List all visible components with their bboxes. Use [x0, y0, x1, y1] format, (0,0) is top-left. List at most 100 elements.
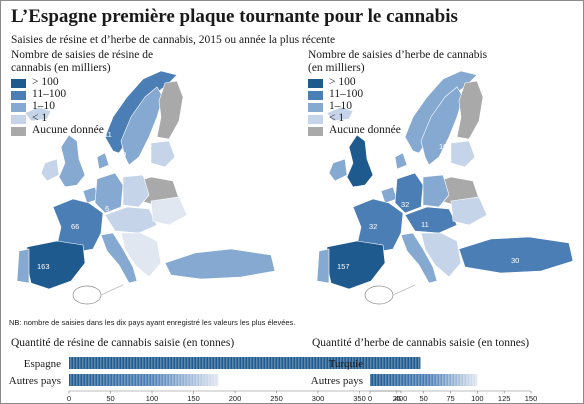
legend-swatch [308, 115, 323, 124]
ukraine-shape [450, 196, 488, 226]
x-tick-label: 0 [368, 394, 372, 403]
x-tick-label: 200 [229, 394, 242, 403]
x-tick-label: 0 [67, 394, 71, 403]
france-shape [52, 198, 104, 254]
legend-label: 1–10 [329, 100, 352, 112]
turkey-shape [458, 236, 574, 274]
uk-shape [346, 134, 374, 188]
inset-pointer [100, 284, 124, 296]
bar-texture [69, 374, 219, 386]
resin-map-title-line2: cannabis (en milliers) [11, 62, 111, 74]
ukraine-shape [150, 196, 188, 226]
legend-label: Aucune donnée [329, 124, 401, 136]
poland-shape [122, 174, 150, 208]
baltics-shape [450, 140, 476, 168]
spain-shape [326, 240, 386, 290]
resin-label: 66 [71, 222, 79, 231]
x-tick-label: 400 [395, 394, 408, 403]
page-title: L’Espagne première plaque tournante pour… [11, 6, 458, 27]
benelux-shape [380, 186, 398, 204]
resin-label: 11 [104, 130, 112, 139]
resin-map-legend: > 100 11–100 1–10 < 1 Aucune donnée [11, 76, 131, 155]
x-tick-label: 150 [525, 394, 538, 403]
footnote: NB: nombre de saisies dans les dix pays … [9, 318, 296, 327]
x-tick-label: 350 [353, 394, 366, 403]
legend-swatch [308, 103, 323, 112]
resin-label: 9 [122, 150, 126, 159]
legend-swatch [11, 127, 26, 136]
resin-map-title: Nombre de saisies de résine de cannabis … [11, 49, 153, 75]
legend-swatch [11, 115, 26, 124]
x-tick-label: 300 [312, 394, 325, 403]
bar-texture [69, 357, 385, 369]
x-tick-label: 75 [446, 394, 454, 403]
x-tick-label: 50 [419, 394, 427, 403]
herb-map-title-line1: Nombre de saisies d’herbe de cannabis [308, 49, 488, 61]
finland-shape [156, 80, 184, 140]
italy-shape [100, 232, 138, 284]
herb-label: 32 [401, 200, 409, 209]
legend-swatch [11, 91, 26, 100]
x-tick-label: 100 [471, 394, 484, 403]
resin-label: 6 [105, 204, 109, 213]
central-europe-shape [104, 206, 158, 234]
iceland-shape [326, 106, 354, 122]
legend-label: 1–10 [32, 100, 55, 112]
denmark-shape [394, 152, 408, 170]
spain-shape [26, 240, 86, 290]
x-tick-label: 125 [498, 394, 511, 403]
legend-swatch [308, 91, 323, 100]
legend-swatch [308, 79, 323, 88]
inset-circle [364, 285, 394, 305]
herb-label: 101 [353, 184, 366, 193]
herb-map-title: Nombre de saisies d’herbe de cannabis (e… [308, 49, 487, 75]
x-tick-label: 25 [393, 394, 401, 403]
legend-swatch [11, 79, 26, 88]
balkans-shape [120, 232, 162, 278]
page-subtitle: Saisies de résine et d’herbe de cannabis… [11, 34, 336, 46]
resin-map-labels: 11 9 6 6 66 163 [37, 130, 126, 271]
denmark-shape [96, 152, 110, 170]
portugal-shape [16, 248, 30, 284]
germany-shape [94, 172, 124, 214]
central-europe-shape [404, 206, 458, 234]
herb-bar-title: Quantité d’herbe de cannabis saisie (en … [312, 337, 530, 349]
france-shape [352, 198, 404, 254]
bar-category-label: Turquie [329, 358, 364, 370]
legend-label: > 100 [32, 76, 59, 88]
resin-label: 163 [37, 262, 50, 271]
x-tick-label: 250 [270, 394, 283, 403]
turkey-shape [164, 248, 276, 280]
bar-texture [370, 357, 421, 369]
bar-category-label: Autres pays [311, 375, 363, 387]
herb-map-labels: 10 101 32 11 32 157 30 [337, 142, 519, 271]
resin-map: 11 9 6 6 66 163 10 101 32 [16, 70, 574, 305]
resin-map-title-line1: Nombre de saisies de résine de [11, 49, 154, 61]
legend-label: < 1 [32, 112, 48, 124]
iceland-shape [24, 106, 52, 122]
herb-map-legend: > 100 11–100 1–10 < 1 Aucune donnée [308, 76, 428, 155]
x-tick-label: 50 [106, 394, 114, 403]
portugal-shape [316, 248, 330, 284]
italy-shape [400, 232, 438, 284]
herb-label: 32 [369, 222, 377, 231]
inset-pointer [392, 284, 416, 296]
legend-label: Aucune donnée [32, 124, 104, 136]
herb-label: 30 [511, 256, 519, 265]
legend-label: 11–100 [32, 88, 67, 100]
balkans-shape [420, 232, 462, 278]
legend-label: < 1 [329, 112, 345, 124]
x-tick-label: 100 [146, 394, 159, 403]
bar-category-label: Autres pays [9, 375, 61, 387]
finland-shape [456, 80, 484, 140]
resin-bar-title: Quantité de résine de cannabis saisie (e… [11, 337, 235, 349]
ireland-shape [40, 158, 60, 182]
herb-label: 157 [337, 262, 350, 271]
resin-label: 6 [63, 184, 67, 193]
inset-circle [72, 285, 102, 305]
herb-map-title-line2: (en milliers) [308, 62, 365, 74]
herb-label: 11 [421, 220, 429, 229]
bar-texture [370, 374, 478, 386]
